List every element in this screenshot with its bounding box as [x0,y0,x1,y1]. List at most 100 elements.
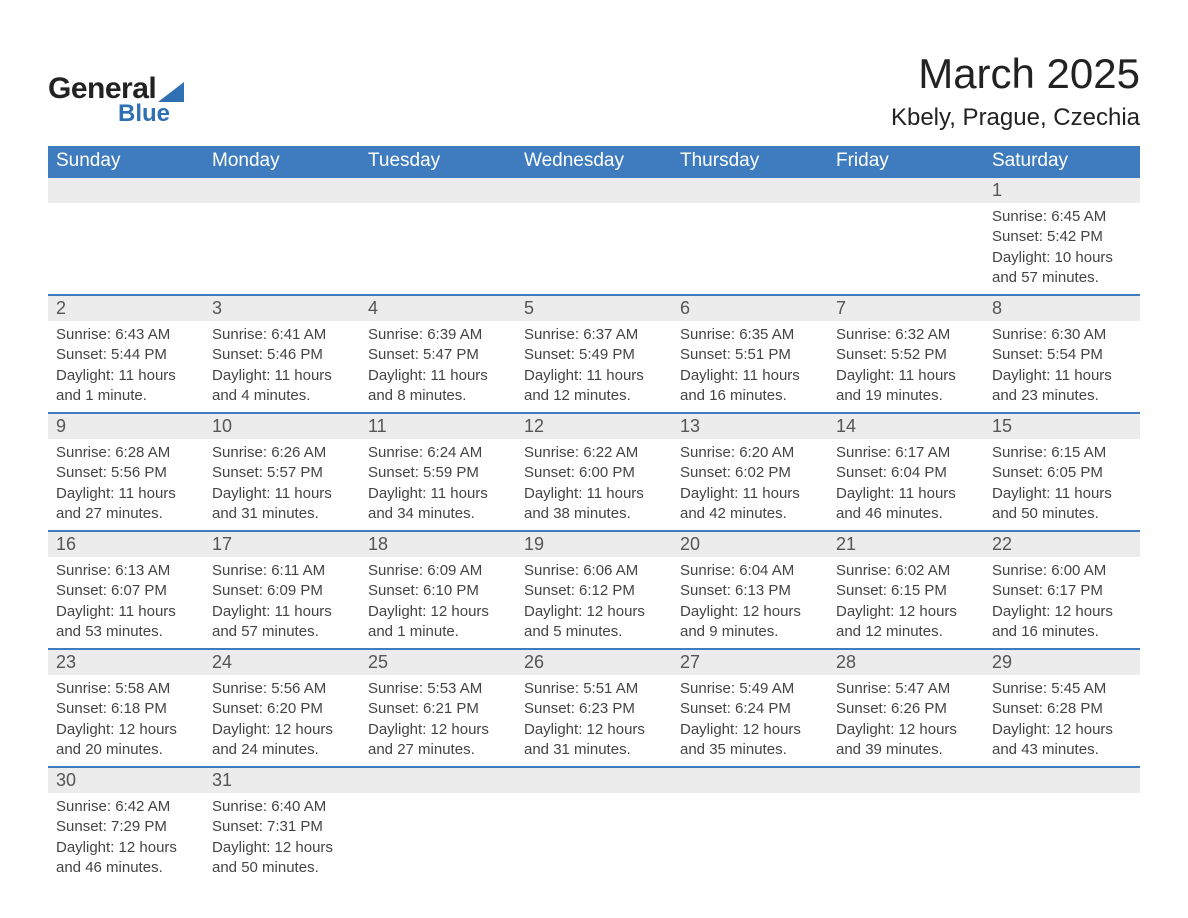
day-number-cell: 21 [828,531,984,557]
day-number [360,178,516,202]
day-sunrise: Sunrise: 6:02 AM [836,561,976,581]
day-number-cell: 25 [360,649,516,675]
day-number-cell: 14 [828,413,984,439]
day-daylight1: Daylight: 11 hours [524,366,664,386]
day-sunrise: Sunrise: 6:04 AM [680,561,820,581]
day-number-cell: 10 [204,413,360,439]
day-data-cell [672,203,828,295]
day-data-cell [360,793,516,884]
day-data-cell: Sunrise: 6:26 AMSunset: 5:57 PMDaylight:… [204,439,360,531]
day-daylight1: Daylight: 11 hours [992,484,1132,504]
day-data-cell: Sunrise: 6:42 AMSunset: 7:29 PMDaylight:… [48,793,204,884]
day-number: 3 [204,296,360,321]
day-number [360,768,516,792]
week-daynum-row: 9101112131415 [48,413,1140,439]
day-data: Sunrise: 6:35 AMSunset: 5:51 PMDaylight:… [672,321,828,412]
day-data-cell: Sunrise: 6:22 AMSunset: 6:00 PMDaylight:… [516,439,672,531]
title-block: March 2025 Kbely, Prague, Czechia [891,50,1140,132]
day-sunset: Sunset: 6:21 PM [368,699,508,719]
day-number-cell: 18 [360,531,516,557]
day-data: Sunrise: 6:37 AMSunset: 5:49 PMDaylight:… [516,321,672,412]
day-daylight1: Daylight: 11 hours [212,484,352,504]
day-data: Sunrise: 6:11 AMSunset: 6:09 PMDaylight:… [204,557,360,648]
day-data-cell: Sunrise: 6:06 AMSunset: 6:12 PMDaylight:… [516,557,672,649]
day-data: Sunrise: 6:09 AMSunset: 6:10 PMDaylight:… [360,557,516,648]
day-daylight1: Daylight: 11 hours [56,484,196,504]
day-data: Sunrise: 6:40 AMSunset: 7:31 PMDaylight:… [204,793,360,884]
day-sunset: Sunset: 5:46 PM [212,345,352,365]
day-data: Sunrise: 6:13 AMSunset: 6:07 PMDaylight:… [48,557,204,648]
day-data: Sunrise: 6:06 AMSunset: 6:12 PMDaylight:… [516,557,672,648]
day-data-cell: Sunrise: 6:15 AMSunset: 6:05 PMDaylight:… [984,439,1140,531]
day-number: 28 [828,650,984,675]
day-daylight2: and 23 minutes. [992,386,1132,406]
day-sunset: Sunset: 6:00 PM [524,463,664,483]
day-number-cell: 1 [984,177,1140,203]
day-data-cell: Sunrise: 5:49 AMSunset: 6:24 PMDaylight:… [672,675,828,767]
day-number: 15 [984,414,1140,439]
day-number-cell: 3 [204,295,360,321]
day-daylight2: and 5 minutes. [524,622,664,642]
day-sunrise: Sunrise: 5:49 AM [680,679,820,699]
day-daylight1: Daylight: 12 hours [56,720,196,740]
day-daylight2: and 12 minutes. [836,622,976,642]
day-number-cell [828,767,984,793]
week-daynum-row: 16171819202122 [48,531,1140,557]
day-sunrise: Sunrise: 6:06 AM [524,561,664,581]
day-data-cell: Sunrise: 6:13 AMSunset: 6:07 PMDaylight:… [48,557,204,649]
week-data-row: Sunrise: 5:58 AMSunset: 6:18 PMDaylight:… [48,675,1140,767]
day-data-cell [516,203,672,295]
day-sunrise: Sunrise: 6:22 AM [524,443,664,463]
day-sunrise: Sunrise: 6:32 AM [836,325,976,345]
day-sunrise: Sunrise: 6:45 AM [992,207,1132,227]
day-daylight1: Daylight: 12 hours [680,720,820,740]
day-daylight2: and 38 minutes. [524,504,664,524]
calendar-table: Sunday Monday Tuesday Wednesday Thursday… [48,146,1140,884]
day-data-cell [360,203,516,295]
week-daynum-row: 3031 [48,767,1140,793]
day-sunset: Sunset: 5:49 PM [524,345,664,365]
day-sunset: Sunset: 6:13 PM [680,581,820,601]
day-number: 2 [48,296,204,321]
day-number: 16 [48,532,204,557]
day-daylight2: and 50 minutes. [992,504,1132,524]
day-daylight2: and 57 minutes. [992,268,1132,288]
day-data: Sunrise: 6:02 AMSunset: 6:15 PMDaylight:… [828,557,984,648]
day-number: 9 [48,414,204,439]
logo-text-bottom: Blue [118,100,170,128]
day-data [672,203,828,279]
day-sunset: Sunset: 6:10 PM [368,581,508,601]
day-data-cell [204,203,360,295]
day-sunset: Sunset: 5:52 PM [836,345,976,365]
week-daynum-row: 2345678 [48,295,1140,321]
day-sunrise: Sunrise: 6:17 AM [836,443,976,463]
day-daylight1: Daylight: 12 hours [368,602,508,622]
week-daynum-row: 23242526272829 [48,649,1140,675]
day-data-cell: Sunrise: 6:35 AMSunset: 5:51 PMDaylight:… [672,321,828,413]
day-data [360,793,516,869]
week-data-row: Sunrise: 6:42 AMSunset: 7:29 PMDaylight:… [48,793,1140,884]
day-number [204,178,360,202]
day-data: Sunrise: 5:51 AMSunset: 6:23 PMDaylight:… [516,675,672,766]
day-data: Sunrise: 5:45 AMSunset: 6:28 PMDaylight:… [984,675,1140,766]
day-daylight2: and 4 minutes. [212,386,352,406]
day-data [828,793,984,869]
day-sunset: Sunset: 5:47 PM [368,345,508,365]
day-number: 30 [48,768,204,793]
day-data [516,203,672,279]
day-number-cell: 23 [48,649,204,675]
day-number: 13 [672,414,828,439]
day-sunset: Sunset: 5:42 PM [992,227,1132,247]
day-sunrise: Sunrise: 6:40 AM [212,797,352,817]
day-daylight1: Daylight: 10 hours [992,248,1132,268]
day-sunrise: Sunrise: 5:47 AM [836,679,976,699]
day-data [360,203,516,279]
day-data: Sunrise: 6:26 AMSunset: 5:57 PMDaylight:… [204,439,360,530]
day-data-cell: Sunrise: 6:32 AMSunset: 5:52 PMDaylight:… [828,321,984,413]
day-sunset: Sunset: 5:59 PM [368,463,508,483]
day-sunset: Sunset: 6:15 PM [836,581,976,601]
day-data: Sunrise: 6:20 AMSunset: 6:02 PMDaylight:… [672,439,828,530]
day-data: Sunrise: 6:17 AMSunset: 6:04 PMDaylight:… [828,439,984,530]
day-data: Sunrise: 5:53 AMSunset: 6:21 PMDaylight:… [360,675,516,766]
day-number [984,768,1140,792]
